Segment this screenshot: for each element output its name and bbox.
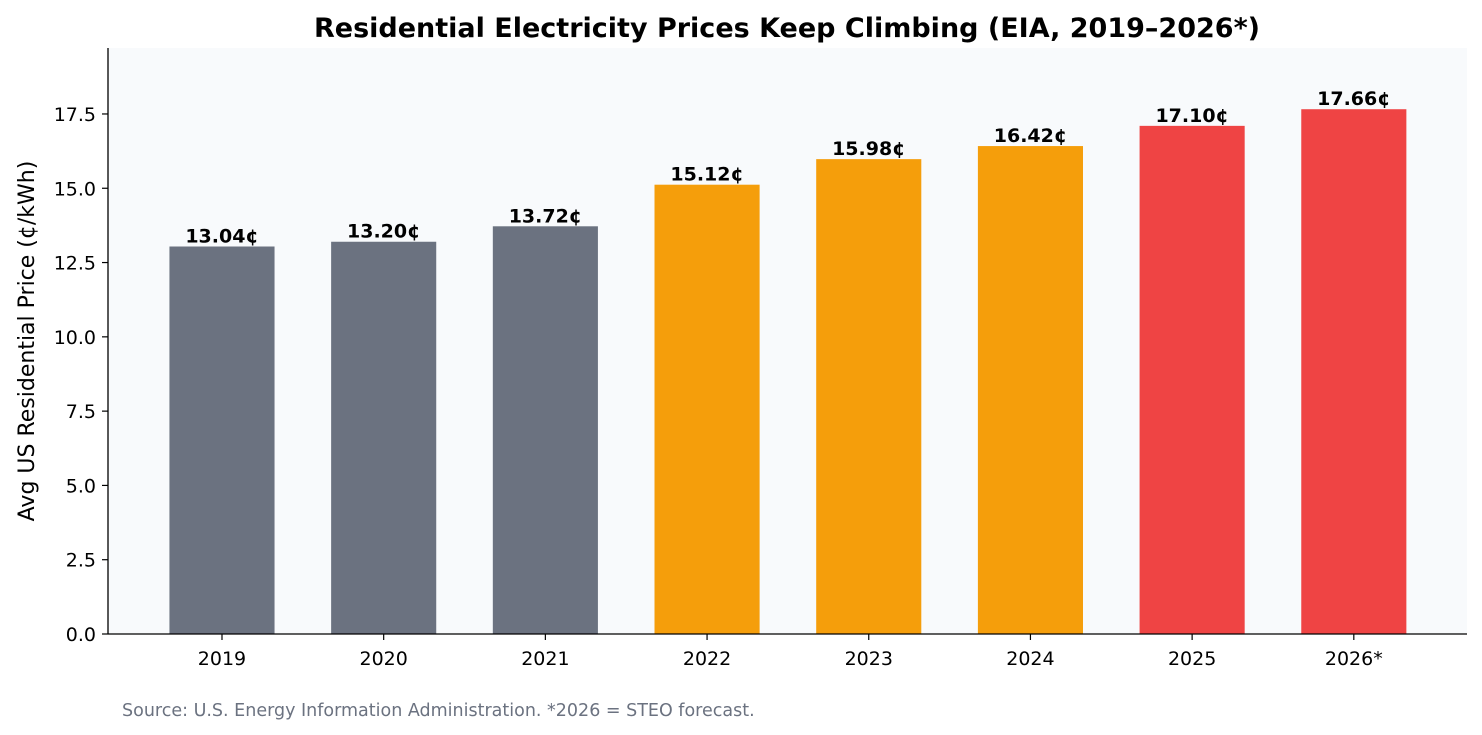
- bar-2021: [492, 226, 598, 634]
- bar-2022: [654, 184, 760, 634]
- x-tick-label: 2019: [198, 648, 246, 670]
- x-tick-label: 2023: [845, 648, 893, 670]
- plot-area: [108, 48, 1467, 634]
- x-tick-label: 2024: [1006, 648, 1054, 670]
- x-tick-label: 2022: [683, 648, 731, 670]
- data-label: 13.72¢: [509, 205, 582, 227]
- data-label: 13.20¢: [347, 221, 420, 243]
- y-axis-label: Avg US Residential Price (¢/kWh): [15, 161, 40, 522]
- data-label: 15.12¢: [670, 164, 743, 186]
- data-label: 13.04¢: [185, 226, 258, 248]
- y-tick-label: 2.5: [66, 550, 96, 572]
- x-tick-label: 2020: [360, 648, 408, 670]
- x-tick-label: 2025: [1168, 648, 1216, 670]
- x-tick-label: 2021: [521, 648, 569, 670]
- y-tick-label: 0.0: [66, 624, 96, 646]
- bar-2020: [331, 241, 437, 634]
- bar-2024: [977, 146, 1083, 635]
- data-label: 15.98¢: [832, 138, 905, 160]
- y-tick-label: 7.5: [66, 401, 96, 423]
- bar-2019: [169, 246, 275, 634]
- footnote: Source: U.S. Energy Information Administ…: [122, 701, 755, 721]
- y-tick-label: 12.5: [54, 253, 96, 275]
- bar-2025: [1139, 125, 1245, 634]
- bar-2023: [816, 159, 922, 634]
- y-tick-label: 15.0: [54, 178, 96, 200]
- data-label: 17.10¢: [1155, 105, 1228, 127]
- y-tick-label: 10.0: [54, 327, 96, 349]
- y-tick-label: 17.5: [54, 104, 96, 126]
- data-label: 17.66¢: [1317, 88, 1390, 110]
- y-tick-label: 5.0: [66, 475, 96, 497]
- chart-title: Residential Electricity Prices Keep Clim…: [314, 13, 1260, 44]
- data-label: 16.42¢: [994, 125, 1067, 147]
- x-tick-label: 2026*: [1325, 648, 1383, 670]
- bar-2026*: [1301, 109, 1407, 634]
